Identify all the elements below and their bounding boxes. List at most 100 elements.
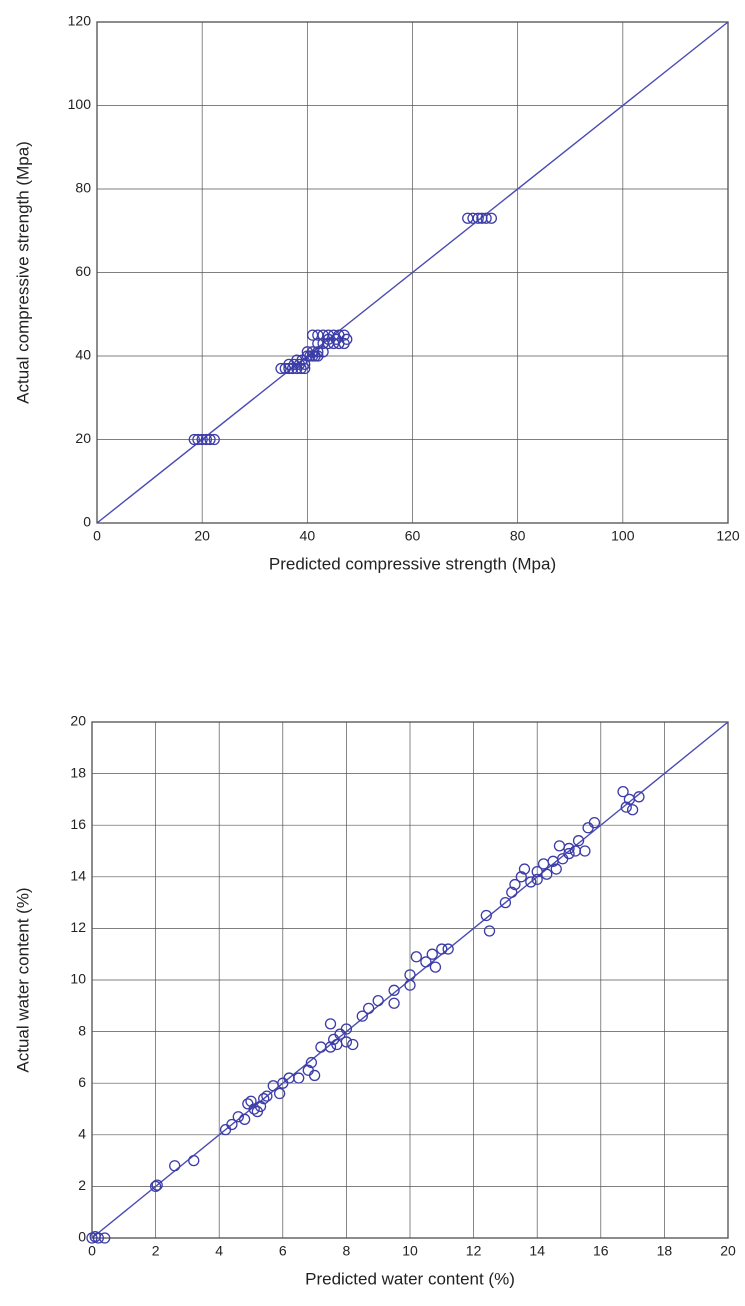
- point: [620, 801, 632, 813]
- y-tick-label: 60: [75, 263, 91, 279]
- point: [192, 433, 204, 446]
- point: [588, 816, 601, 829]
- y-tick-label: 10: [70, 971, 86, 987]
- x-tick-label: 8: [343, 1243, 351, 1259]
- point: [483, 925, 496, 937]
- point: [617, 786, 629, 798]
- point: [442, 943, 454, 955]
- point: [261, 1090, 273, 1102]
- point: [322, 333, 335, 345]
- x-tick-label: 10: [402, 1243, 418, 1259]
- x-tick-label: 16: [593, 1243, 609, 1259]
- point: [626, 804, 639, 816]
- point: [347, 1038, 359, 1051]
- y-tick-label: 0: [78, 1229, 86, 1245]
- x-tick-label: 60: [405, 528, 421, 544]
- point: [245, 1095, 257, 1107]
- point: [541, 868, 553, 880]
- point: [404, 979, 416, 991]
- y-tick-label: 14: [70, 868, 86, 884]
- point: [388, 997, 400, 1009]
- point: [356, 1010, 368, 1022]
- y-tick-label: 20: [75, 430, 91, 446]
- point: [324, 1018, 337, 1030]
- x-tick-label: 6: [279, 1243, 287, 1259]
- point: [467, 212, 479, 224]
- y-tick-label: 8: [78, 1022, 86, 1038]
- x-tick-label: 20: [194, 528, 210, 544]
- x-tick-label: 20: [720, 1243, 736, 1259]
- point: [340, 1036, 353, 1048]
- x-tick-label: 14: [529, 1243, 545, 1259]
- point: [372, 994, 384, 1007]
- y-axis-label: Actual water content (%): [13, 887, 32, 1072]
- y-tick-label: 0: [83, 514, 91, 530]
- x-tick-label: 0: [88, 1243, 96, 1259]
- y-tick-label: 20: [70, 713, 86, 729]
- point: [324, 1041, 337, 1053]
- y-tick-label: 12: [70, 919, 86, 935]
- x-tick-label: 12: [466, 1243, 482, 1259]
- point: [151, 1179, 163, 1191]
- point: [305, 1056, 318, 1069]
- point: [623, 793, 636, 806]
- point: [485, 212, 498, 224]
- point: [312, 346, 324, 358]
- point: [563, 847, 575, 860]
- point: [89, 1231, 101, 1243]
- point: [293, 1072, 305, 1084]
- point: [525, 876, 537, 888]
- point: [226, 1118, 238, 1131]
- point: [429, 961, 442, 973]
- point: [499, 896, 512, 909]
- point: [248, 1103, 260, 1115]
- point: [572, 835, 585, 847]
- point: [563, 842, 575, 855]
- point: [258, 1093, 270, 1105]
- x-tick-label: 40: [300, 528, 316, 544]
- x-tick-label: 4: [215, 1243, 223, 1259]
- y-tick-label: 100: [68, 96, 92, 112]
- point: [426, 948, 438, 960]
- x-axis-label: Predicted water content (%): [305, 1269, 515, 1288]
- x-tick-label: 100: [611, 528, 635, 544]
- y-tick-label: 16: [70, 816, 86, 832]
- point: [204, 433, 216, 446]
- y-tick-label: 6: [78, 1074, 86, 1090]
- y-tick-label: 120: [68, 13, 92, 29]
- x-tick-label: 120: [716, 528, 740, 544]
- x-tick-label: 0: [93, 528, 101, 544]
- y-tick-label: 40: [75, 347, 91, 363]
- point: [232, 1111, 244, 1123]
- point: [308, 1069, 321, 1082]
- y-tick-label: 4: [78, 1126, 86, 1142]
- point: [518, 863, 531, 875]
- y-axis-label: Actual compressive strength (Mpa): [13, 141, 32, 404]
- point: [330, 333, 342, 345]
- point: [188, 433, 200, 446]
- point: [291, 354, 303, 366]
- point: [550, 863, 562, 875]
- point: [149, 1180, 162, 1193]
- point: [363, 1002, 375, 1015]
- point: [188, 1154, 200, 1167]
- point: [388, 984, 400, 996]
- point: [273, 1087, 286, 1100]
- point: [196, 433, 208, 446]
- y-tick-label: 80: [75, 180, 91, 196]
- point: [420, 956, 432, 968]
- point: [254, 1100, 267, 1113]
- point: [436, 943, 448, 955]
- point: [208, 433, 220, 446]
- point: [509, 878, 521, 891]
- point: [515, 871, 527, 883]
- point: [238, 1113, 251, 1125]
- point: [506, 886, 518, 898]
- point: [579, 845, 591, 857]
- x-tick-label: 2: [152, 1243, 160, 1259]
- y-tick-label: 2: [78, 1177, 86, 1193]
- x-tick-label: 80: [510, 528, 526, 544]
- x-axis-label: Predicted compressive strength (Mpa): [269, 554, 556, 573]
- point: [480, 212, 492, 224]
